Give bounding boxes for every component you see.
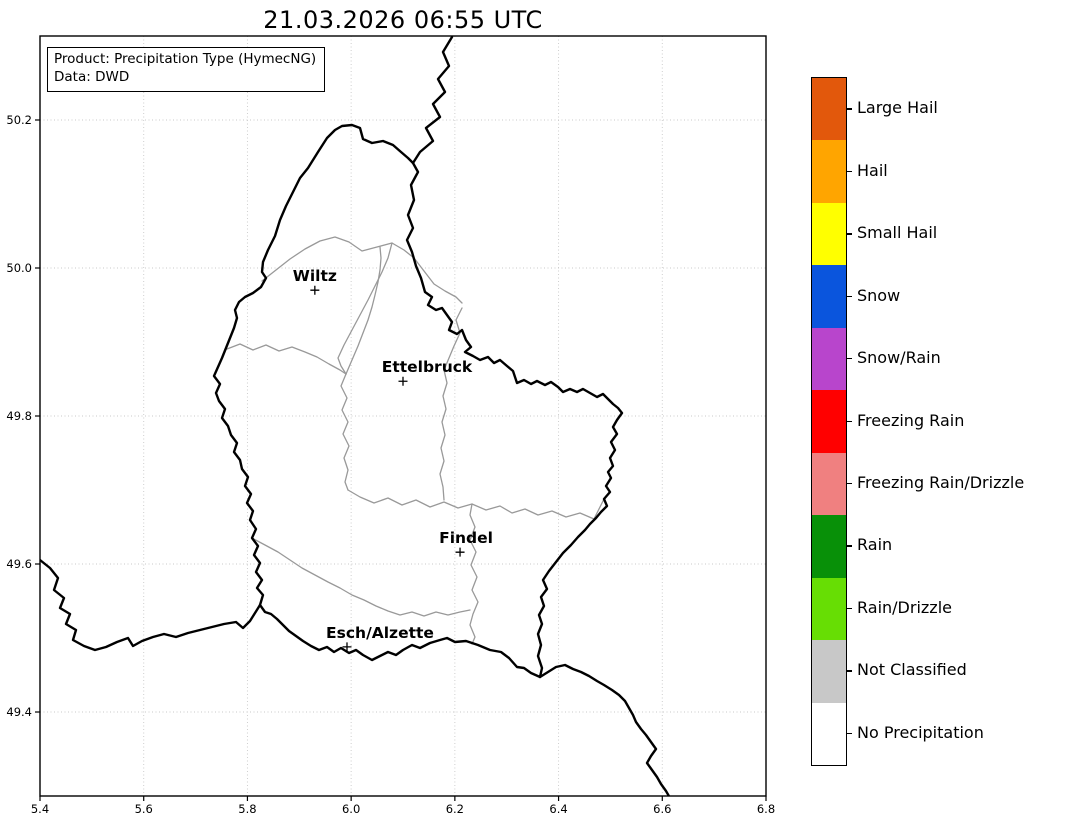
x-axis-tick-label: 6.8 [757,802,775,816]
y-axis-tick-label: 50.0 [6,261,32,275]
x-axis-tick-label: 5.4 [31,802,49,816]
y-axis-tick-label: 49.6 [6,557,32,571]
legend-swatch-small-hail [812,202,846,266]
national-borders [40,36,671,796]
map-title: 21.03.2026 06:55 UTC [263,6,543,34]
legend-label-not-classified: Not Classified [857,660,967,680]
legend-label-snow: Snow [857,285,901,305]
legend-swatch-snow-rain [812,327,846,391]
legend-tick [847,295,852,297]
legend-tick [847,670,852,672]
product-line: Product: Precipitation Type (HymecNG) [54,51,317,67]
legend-label-snow-rain: Snow/Rain [857,348,941,368]
city-ettelbruck: Ettelbruck [382,358,473,386]
legend-swatch-freezing-rain-drizzle [812,452,846,516]
city-label: Esch/Alzette [326,624,434,642]
legend-swatch-large-hail [812,78,846,141]
legend-swatch-freezing-rain [812,390,846,453]
city-esch-alzette: Esch/Alzette [326,624,434,652]
legend-label-freezing-rain-drizzle: Freezing Rain/Drizzle [857,473,1025,493]
legend-colorbar [811,77,847,766]
legend-swatch-rain-drizzle [812,577,846,641]
x-axis-tick-label: 6.4 [549,802,567,816]
legend-tick [847,482,852,485]
country-border-luxembourg [212,123,624,679]
graticule-grid [40,36,766,796]
legend-label-hail: Hail [857,160,888,180]
x-axis-tick-label: 5.8 [238,802,256,816]
city-marker [455,547,465,557]
legend-swatch-snow [812,265,846,328]
x-axis-tick-label: 6.6 [653,802,671,816]
y-axis-tick-label: 49.8 [6,409,32,423]
city-markers: Wiltz Ettelbruck Findel Esch/Alzette [293,267,493,652]
y-axis-tick-label: 49.4 [6,705,32,719]
city-label: Findel [439,529,493,547]
legend-tick [847,420,852,422]
legend-swatch-hail [812,140,846,203]
legend-tick [847,108,852,110]
legend-tick [847,233,852,235]
legend-tick [847,732,852,735]
y-axis-tick-label: 50.2 [6,113,32,127]
border-line-southwest [40,558,262,652]
axis-ticks [35,119,767,801]
legend-label-freezing-rain: Freezing Rain [857,410,965,430]
x-axis-tick-label: 6.0 [342,802,360,816]
legend-label-rain: Rain [857,535,893,555]
city-marker [342,642,352,652]
legend-tick [847,607,852,610]
legend-swatch-no-precipitation [812,702,846,765]
legend-swatch-rain [812,515,846,578]
legend-tick [847,358,852,360]
legend-tick [847,545,852,547]
data-source-line: Data: DWD [54,68,130,85]
legend-swatch-not-classified [812,640,846,703]
x-axis-tick-label: 5.6 [135,802,153,816]
city-label: Wiltz [293,267,337,285]
legend-tick [847,170,852,173]
city-findel: Findel [439,529,493,557]
axis-tick-labels: 5.4 5.6 5.8 6.0 6.2 6.4 6.6 6.8 50.2 50.0 49.8 49.6… [6,113,775,816]
border-line-southeast [538,663,671,796]
city-marker [398,376,408,386]
legend-label-large-hail: Large Hail [857,98,938,118]
border-line-north [411,36,454,165]
city-wiltz: Wiltz [293,267,337,295]
city-marker [310,285,320,295]
city-label: Ettelbruck [382,358,473,376]
legend-label-no-precipitation: No Precipitation [857,722,984,742]
district-borders [226,236,605,645]
product-info-box: Product: Precipitation Type (HymecNG) Da… [47,47,326,92]
legend-label-small-hail: Small Hail [857,223,938,243]
x-axis-tick-label: 6.2 [446,802,464,816]
legend-label-rain-drizzle: Rain/Drizzle [857,597,952,617]
